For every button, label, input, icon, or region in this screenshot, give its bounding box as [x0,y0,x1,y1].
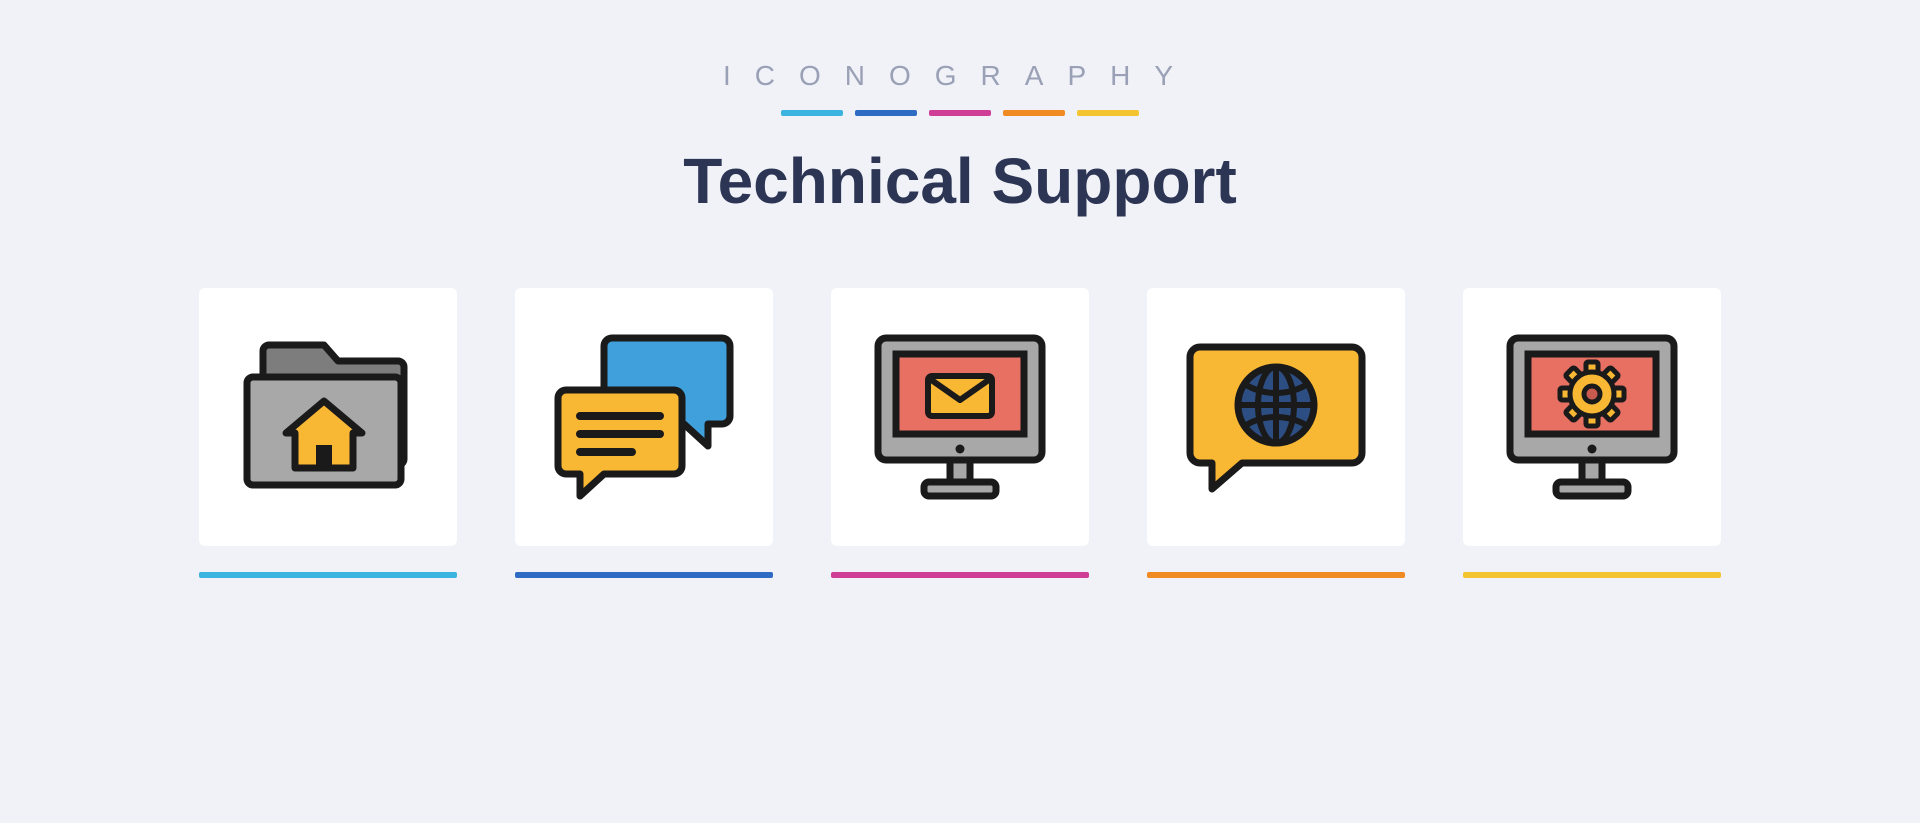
folder-home-icon [241,335,416,500]
icon-tile [199,288,457,546]
accent-row [683,110,1237,116]
brand-label: ICONOGRAPHY [683,60,1237,92]
card-underline [1463,572,1721,578]
card-underline [515,572,773,578]
card-underline [199,572,457,578]
monitor-mail-icon [870,330,1050,505]
icon-tile [1463,288,1721,546]
chat-bubbles-icon [552,330,737,505]
icon-card [1463,288,1721,578]
icon-card [831,288,1089,578]
accent-bar-1 [781,110,843,116]
icon-tile [515,288,773,546]
icon-card [1147,288,1405,578]
icon-card [515,288,773,578]
accent-bar-5 [1077,110,1139,116]
monitor-gear-icon [1502,330,1682,505]
icon-card-row [0,288,1920,578]
icon-card [199,288,457,578]
icon-tile [831,288,1089,546]
accent-bar-2 [855,110,917,116]
accent-bar-3 [929,110,991,116]
card-underline [831,572,1089,578]
accent-bar-4 [1003,110,1065,116]
page-title: Technical Support [683,144,1237,218]
card-underline [1147,572,1405,578]
icon-tile [1147,288,1405,546]
chat-globe-icon [1184,337,1369,497]
header: ICONOGRAPHY Technical Support [683,60,1237,218]
